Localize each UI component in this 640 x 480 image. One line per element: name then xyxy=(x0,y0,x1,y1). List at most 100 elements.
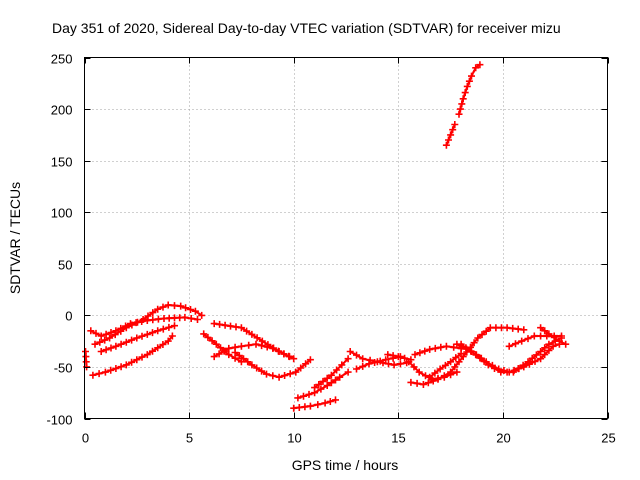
data-point-marker xyxy=(422,372,429,380)
x-tick-label: 15 xyxy=(391,431,405,446)
data-point-marker xyxy=(434,375,442,383)
data-point-marker xyxy=(524,335,532,343)
data-point-marker xyxy=(530,332,538,340)
data-point-marker xyxy=(122,338,130,346)
data-point-marker xyxy=(426,345,434,353)
data-point-marker xyxy=(332,376,339,384)
data-point-marker xyxy=(449,126,457,134)
data-point-marker xyxy=(181,313,189,321)
data-point-marker xyxy=(208,337,216,345)
data-point-marker xyxy=(440,372,448,380)
data-point-marker xyxy=(411,351,419,359)
data-point-marker xyxy=(467,347,475,355)
data-point-marker xyxy=(290,355,298,363)
data-point-marker xyxy=(441,361,449,369)
y-tick-label: 150 xyxy=(51,155,73,170)
data-point-marker xyxy=(107,366,115,374)
data-point-marker xyxy=(87,327,95,335)
series-arc-25 xyxy=(455,61,484,118)
data-point-marker xyxy=(455,110,463,118)
data-point-marker xyxy=(165,323,173,331)
data-point-marker xyxy=(520,326,528,334)
data-point-marker xyxy=(154,305,162,313)
x-tick-label: 0 xyxy=(82,431,89,446)
data-point-marker xyxy=(333,366,341,374)
data-point-marker xyxy=(297,364,305,372)
series-arc-18 xyxy=(407,324,528,388)
data-point-marker xyxy=(532,351,540,359)
data-point-marker xyxy=(413,379,421,387)
series-arc-4 xyxy=(89,332,176,379)
data-point-marker xyxy=(389,352,397,360)
data-point-marker xyxy=(472,64,480,72)
data-point-marker xyxy=(237,342,245,350)
data-point-marker xyxy=(562,340,570,348)
data-point-marker xyxy=(258,367,266,375)
data-point-marker xyxy=(294,394,302,402)
data-point-marker xyxy=(451,363,459,371)
data-point-marker xyxy=(528,354,536,362)
data-point-marker xyxy=(154,344,162,352)
data-point-marker xyxy=(117,327,125,335)
data-point-marker xyxy=(344,368,352,376)
data-point-marker xyxy=(275,348,283,355)
data-point-marker xyxy=(462,344,470,352)
data-point-marker xyxy=(405,358,413,366)
data-point-marker xyxy=(138,353,146,361)
data-point-marker xyxy=(91,340,99,348)
data-point-marker xyxy=(416,349,424,357)
data-point-marker xyxy=(319,377,327,385)
data-point-marker xyxy=(159,341,167,348)
data-point-marker xyxy=(225,351,233,359)
data-point-marker xyxy=(240,355,247,363)
data-point-marker xyxy=(235,352,243,360)
data-point-marker xyxy=(470,339,478,347)
data-point-marker xyxy=(270,344,277,352)
data-point-marker xyxy=(346,348,354,355)
data-point-marker xyxy=(447,131,455,139)
data-point-marker xyxy=(457,340,465,348)
data-point-marker xyxy=(541,327,549,335)
series-arc-6 xyxy=(200,330,245,366)
data-point-marker xyxy=(401,354,409,362)
data-point-marker xyxy=(177,302,185,310)
data-point-marker xyxy=(524,358,532,366)
data-point-marker xyxy=(419,381,427,388)
data-point-marker xyxy=(112,342,120,350)
data-point-marker xyxy=(451,121,459,128)
data-point-marker xyxy=(459,95,467,103)
series-line xyxy=(296,371,350,399)
data-point-marker xyxy=(410,363,418,371)
series-layer xyxy=(82,61,570,412)
series-arc-2 xyxy=(91,301,206,348)
data-point-marker xyxy=(221,321,229,329)
data-point-marker xyxy=(461,89,469,97)
series-arc-3 xyxy=(97,322,178,355)
data-point-marker xyxy=(204,333,212,341)
data-point-marker xyxy=(191,307,199,315)
data-point-marker xyxy=(478,331,486,339)
data-point-marker xyxy=(144,312,152,320)
data-point-marker xyxy=(92,329,100,337)
data-point-marker xyxy=(128,321,136,329)
data-point-marker xyxy=(220,347,228,355)
y-tick-label: 100 xyxy=(51,206,73,221)
data-point-marker xyxy=(138,332,146,340)
plot-frame xyxy=(84,57,608,419)
data-point-marker xyxy=(456,105,464,113)
series-arc-19 xyxy=(426,350,465,381)
data-point-marker xyxy=(503,368,511,376)
data-point-marker xyxy=(171,322,178,330)
data-point-marker xyxy=(117,363,125,371)
data-point-marker xyxy=(143,330,151,338)
data-point-marker xyxy=(465,77,473,85)
data-point-marker xyxy=(415,368,423,376)
data-point-marker xyxy=(321,399,329,407)
data-point-marker xyxy=(482,327,490,335)
y-axis-label: SDTVAR / TECUs xyxy=(7,182,23,294)
y-tick-label: -50 xyxy=(54,361,73,376)
data-point-marker xyxy=(217,344,224,352)
data-point-marker xyxy=(359,355,367,363)
data-point-marker xyxy=(509,368,517,376)
